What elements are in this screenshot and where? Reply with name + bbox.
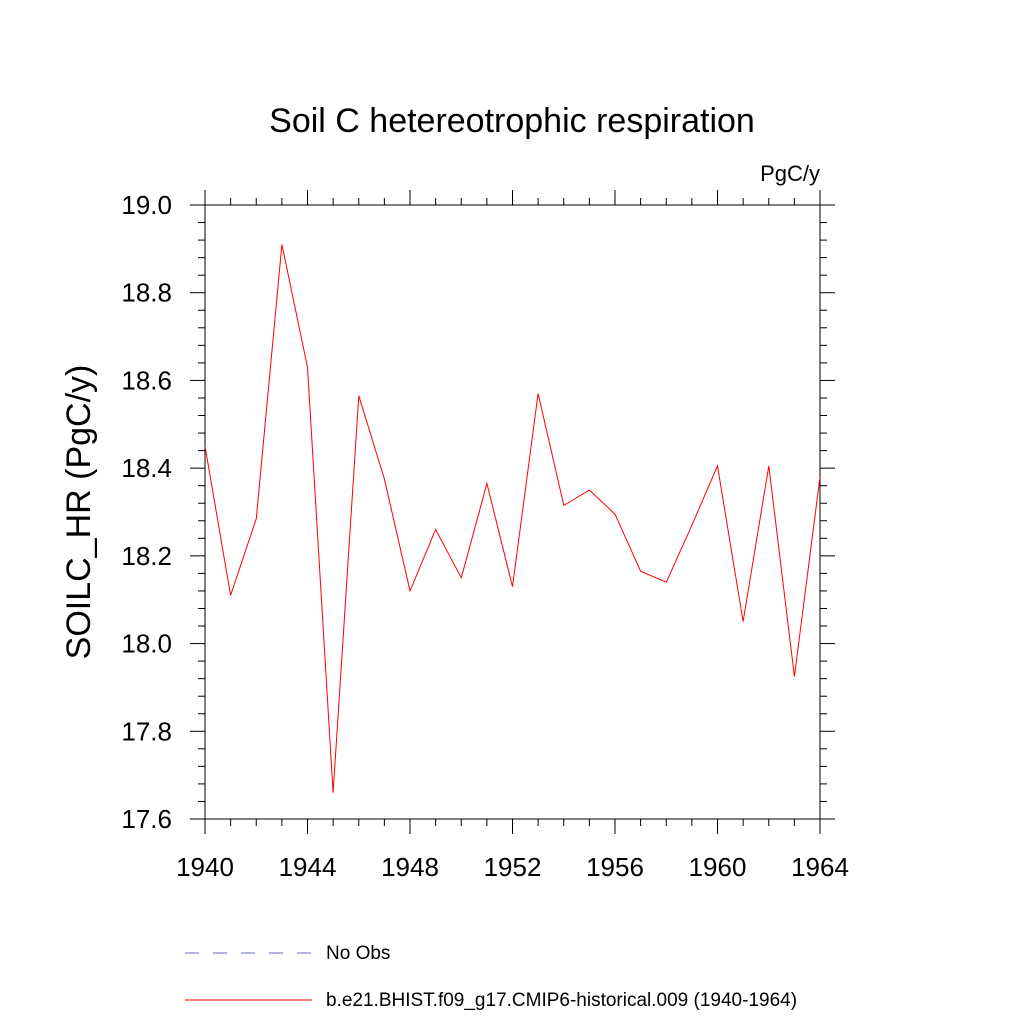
x-tick-label: 1956: [586, 852, 644, 882]
ticks-layer: [190, 190, 835, 834]
y-tick-label: 18.6: [121, 365, 172, 395]
y-tick-label: 18.0: [121, 629, 172, 659]
x-tick-label: 1964: [791, 852, 849, 882]
series-layer: [204, 244, 821, 793]
units-label: PgC/y: [760, 161, 820, 186]
y-tick-label: 17.6: [121, 804, 172, 834]
series-line: [204, 244, 821, 793]
legend-no-obs-label: No Obs: [326, 943, 390, 964]
plot-frame: [204, 204, 821, 820]
x-tick-label: 1952: [484, 852, 542, 882]
y-tick-label: 18.8: [121, 278, 172, 308]
y-tick-label: 19.0: [121, 190, 172, 220]
x-tick-label: 1960: [689, 852, 747, 882]
legend-series-label: b.e21.BHIST.f09_g17.CMIP6-historical.009…: [326, 990, 797, 1011]
y-tick-label: 18.2: [121, 541, 172, 571]
chart-title: Soil C hetereotrophic respiration: [269, 102, 755, 140]
x-tick-label: 1948: [381, 852, 439, 882]
y-tick-label: 18.4: [121, 453, 172, 483]
y-axis-label: SOILC_HR (PgC/y): [60, 365, 98, 660]
tick-labels-layer: 1940 1944 1948 1952 1956 1960 1964 17.6 17.8 18.0…: [121, 190, 849, 882]
x-tick-label: 1940: [176, 852, 234, 882]
x-tick-label: 1944: [279, 852, 337, 882]
y-tick-label: 17.8: [121, 716, 172, 746]
